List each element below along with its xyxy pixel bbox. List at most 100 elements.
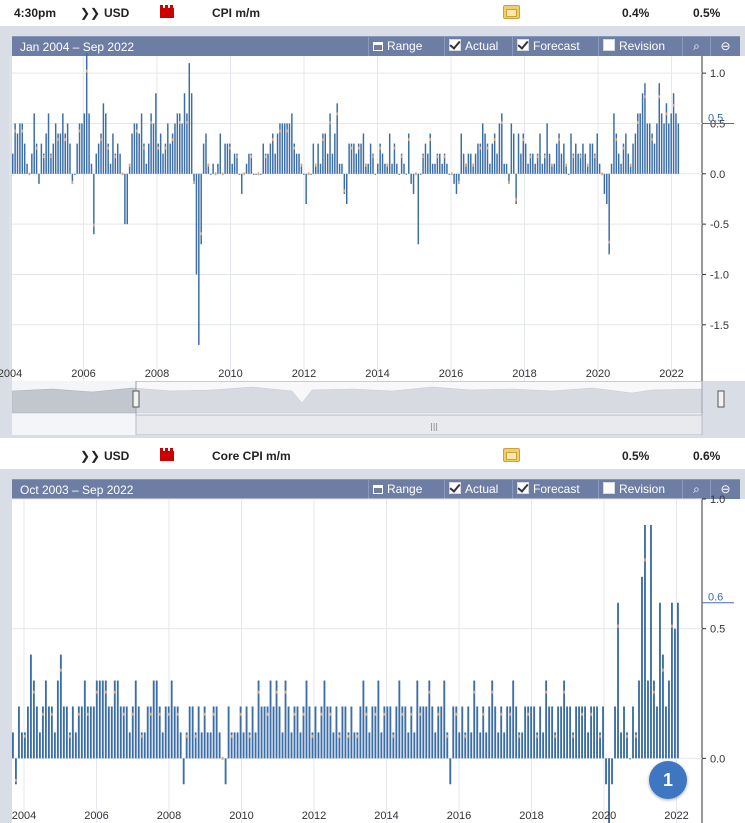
range-button[interactable]: Range <box>368 37 438 56</box>
zoom-in-icon[interactable]: ⌕ <box>682 37 710 56</box>
bar <box>14 123 16 174</box>
bar <box>116 143 119 174</box>
bar <box>305 680 308 759</box>
bar <box>555 143 558 174</box>
forecast-mark <box>581 712 584 716</box>
bar <box>122 706 125 759</box>
expand-arrows-icon[interactable]: ❯❯ <box>80 449 101 463</box>
expand-arrows-icon[interactable]: ❯❯ <box>80 6 101 20</box>
forecast-toggle[interactable]: Forecast <box>512 480 596 499</box>
bar <box>635 732 637 759</box>
bar <box>146 706 149 759</box>
forecast-mark <box>527 712 530 716</box>
bar <box>145 163 148 174</box>
bar <box>150 113 152 174</box>
forecast-mark <box>149 712 152 716</box>
forecast-mark <box>615 138 618 142</box>
forecast-checkbox[interactable] <box>517 39 529 51</box>
forecast-mark <box>43 155 45 159</box>
revision-checkbox[interactable] <box>603 39 615 51</box>
bar <box>392 732 395 759</box>
forecast-mark <box>665 112 668 116</box>
revision-toggle[interactable]: Revision <box>598 480 680 499</box>
forecast-checkbox[interactable] <box>517 482 529 494</box>
event-forecast: 0.4% <box>622 6 650 20</box>
event-name[interactable]: CPI m/m <box>212 6 261 20</box>
bar <box>26 706 29 759</box>
bar <box>329 113 331 174</box>
bar <box>617 153 620 174</box>
bar <box>565 163 567 174</box>
range-button[interactable]: Range <box>368 480 438 499</box>
forecast-mark <box>171 138 174 142</box>
event-folder-icon[interactable] <box>503 5 520 19</box>
y-tick-label: -1.5 <box>710 320 729 332</box>
bar <box>410 706 413 759</box>
bar <box>386 163 389 174</box>
bar <box>264 153 267 174</box>
bar <box>348 143 350 174</box>
forecast-mark <box>248 734 251 738</box>
latest-value-marker: 0.5 <box>708 112 723 124</box>
bar <box>317 143 319 174</box>
forecast-mark <box>336 112 338 116</box>
bar <box>219 133 222 174</box>
actual-checkbox[interactable] <box>449 39 461 51</box>
bar <box>12 153 14 174</box>
forecast-mark <box>64 138 66 142</box>
bar <box>407 732 410 759</box>
bar <box>173 706 176 759</box>
bar <box>128 732 131 759</box>
bar <box>231 163 233 174</box>
bar <box>194 732 197 759</box>
forecast-mark <box>554 734 557 738</box>
event-name[interactable]: Core CPI m/m <box>212 449 291 463</box>
bar <box>477 143 479 174</box>
bar <box>182 758 185 785</box>
forecast-mark <box>279 129 281 133</box>
forecast-toggle[interactable]: Forecast <box>512 37 596 56</box>
bar <box>623 706 625 759</box>
zoom-in-icon[interactable]: ⌕ <box>682 480 710 499</box>
bar <box>90 163 93 174</box>
forecast-mark <box>286 129 288 133</box>
actual-checkbox[interactable] <box>449 482 461 494</box>
forecast-mark <box>536 734 539 738</box>
zoom-out-icon[interactable]: ⊖ <box>710 37 740 56</box>
bar <box>510 123 513 174</box>
range-navigator[interactable]: ||| <box>11 380 725 436</box>
forecast-mark <box>635 734 637 738</box>
actual-toggle[interactable]: Actual <box>444 37 508 56</box>
bar <box>131 706 134 759</box>
forecast-mark <box>122 712 125 716</box>
bar <box>419 173 422 175</box>
forecast-mark <box>57 138 59 142</box>
notification-badge[interactable]: 1 <box>649 761 687 799</box>
revision-toggle[interactable]: Revision <box>598 37 680 56</box>
bar <box>20 732 23 759</box>
event-row-core-cpi[interactable]: ❯❯ USD Core CPI m/m 0.5% 0.6% <box>0 443 745 469</box>
bar <box>206 732 209 759</box>
revision-checkbox[interactable] <box>603 482 615 494</box>
event-row-cpi[interactable]: 4:30pm ❯❯ USD CPI m/m 0.4% 0.5% <box>0 0 745 26</box>
bar <box>267 153 269 174</box>
bar <box>143 143 145 174</box>
actual-toggle[interactable]: Actual <box>444 480 508 499</box>
zoom-out-icon[interactable]: ⊖ <box>710 480 740 499</box>
x-tick-label: 2014 <box>365 368 389 380</box>
forecast-mark <box>419 712 422 716</box>
bar <box>428 680 431 759</box>
latest-value-marker: 0.6 <box>708 592 723 604</box>
forecast-mark <box>176 712 179 716</box>
forecast-mark <box>464 734 467 738</box>
bar <box>648 123 651 174</box>
bar <box>26 163 28 174</box>
forecast-mark <box>586 163 589 167</box>
forecast-mark <box>357 146 360 150</box>
bar <box>52 143 55 174</box>
event-folder-icon[interactable] <box>503 448 520 462</box>
bar <box>38 173 40 184</box>
bar <box>233 153 236 174</box>
bar <box>155 680 158 759</box>
forecast-mark <box>239 712 242 716</box>
